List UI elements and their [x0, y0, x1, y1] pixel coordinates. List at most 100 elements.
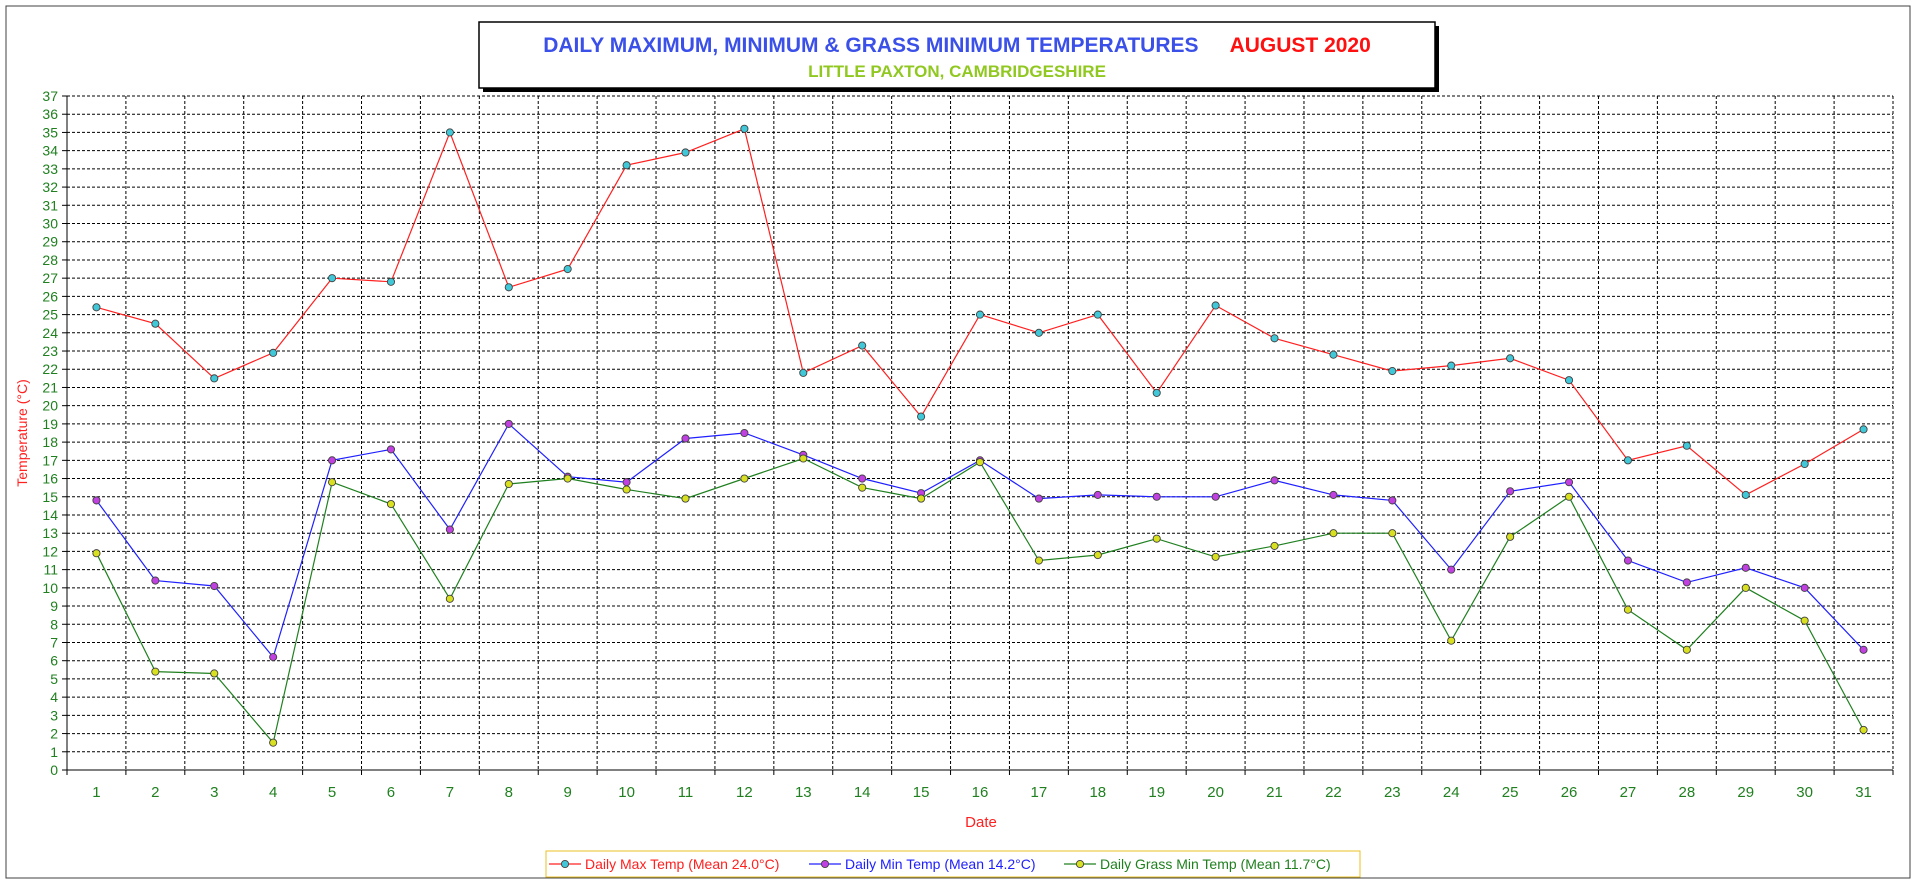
x-tick-label: 9	[564, 784, 572, 801]
y-tick-label: 27	[42, 270, 58, 286]
data-point	[1741, 583, 1750, 592]
data-point	[1564, 492, 1574, 501]
data-point	[975, 458, 985, 467]
y-tick-label: 0	[50, 762, 58, 778]
y-tick-label: 36	[42, 106, 58, 122]
data-point	[1211, 552, 1220, 561]
data-point	[504, 419, 513, 428]
data-point	[1388, 529, 1397, 538]
x-tick-label: 21	[1266, 784, 1283, 801]
data-point	[1093, 310, 1102, 319]
x-tick-label: 4	[269, 784, 277, 801]
data-point	[563, 474, 572, 483]
x-tick-label: 23	[1384, 784, 1401, 801]
x-tick-label: 27	[1620, 784, 1637, 801]
data-point	[917, 494, 926, 503]
data-point	[1564, 478, 1574, 487]
y-tick-label: 17	[42, 452, 58, 468]
data-point	[1800, 583, 1809, 592]
x-tick-label: 14	[854, 784, 871, 801]
data-point	[504, 283, 513, 292]
data-point	[1329, 529, 1338, 538]
data-point	[1270, 334, 1279, 343]
x-tick-label: 18	[1089, 784, 1106, 801]
chart-title-main: DAILY MAXIMUM, MINIMUM & GRASS MINIMUM T…	[543, 34, 1198, 57]
data-point	[1682, 645, 1691, 654]
y-tick-label: 24	[42, 325, 58, 341]
x-tick-label: 2	[151, 784, 159, 801]
y-tick-label: 16	[42, 471, 58, 487]
chart-title: DAILY MAXIMUM, MINIMUM & GRASS MINIMUM T…	[543, 34, 1371, 57]
data-point	[1447, 636, 1456, 645]
title-box	[478, 21, 1436, 89]
data-point	[328, 456, 337, 465]
x-tick-label: 16	[972, 784, 989, 801]
plot-area: 0123456789101112131415161718192021222324…	[42, 88, 1894, 801]
x-tick-label: 20	[1207, 784, 1224, 801]
y-tick-label: 23	[42, 343, 58, 359]
data-point	[740, 428, 749, 438]
y-tick-label: 2	[50, 726, 58, 742]
data-point	[1506, 532, 1515, 541]
data-point	[1506, 354, 1515, 363]
y-tick-label: 15	[42, 489, 58, 505]
y-tick-label: 20	[42, 398, 58, 414]
data-point	[1270, 476, 1279, 485]
data-point	[1034, 494, 1043, 503]
data-point	[1506, 487, 1515, 496]
x-tick-label: 13	[795, 784, 812, 801]
data-point	[445, 594, 454, 603]
data-point	[1682, 578, 1691, 587]
data-point	[1859, 645, 1868, 654]
data-point	[975, 310, 985, 319]
legend-box	[545, 850, 1361, 878]
y-tick-label: 25	[42, 307, 58, 323]
data-point	[1329, 490, 1338, 499]
y-tick-label: 19	[42, 416, 58, 432]
data-point	[1211, 301, 1220, 310]
x-tick-label: 29	[1737, 784, 1754, 801]
x-tick-label: 6	[387, 784, 395, 801]
y-tick-label: 7	[50, 634, 58, 650]
data-point	[681, 434, 690, 443]
x-axis-title: Date	[965, 814, 997, 831]
data-point	[1564, 376, 1574, 385]
data-point	[386, 277, 396, 286]
data-point	[92, 303, 101, 312]
x-tick-label: 19	[1148, 784, 1165, 801]
data-point	[269, 653, 278, 662]
y-tick-label: 13	[42, 525, 58, 541]
data-point	[328, 274, 337, 283]
data-point	[681, 148, 690, 157]
y-tick-label: 3	[50, 707, 58, 723]
y-tick-label: 14	[42, 507, 58, 523]
y-tick-label: 29	[42, 234, 58, 250]
data-point	[1152, 492, 1161, 501]
x-tick-label: 3	[210, 784, 218, 801]
data-point	[1623, 605, 1632, 614]
data-point	[210, 669, 219, 678]
data-point	[210, 581, 219, 591]
y-axis-title: Temperature (°C)	[14, 379, 30, 487]
data-point	[1152, 388, 1161, 397]
data-point	[328, 478, 337, 487]
data-point	[1682, 441, 1691, 450]
data-point	[1623, 456, 1632, 465]
x-tick-label: 12	[736, 784, 753, 801]
x-tick-label: 8	[505, 784, 513, 801]
x-tick-label: 28	[1678, 784, 1695, 801]
legend-marker-1	[560, 859, 570, 869]
data-point	[1859, 425, 1868, 434]
x-tick-label: 22	[1325, 784, 1342, 801]
data-point	[740, 124, 749, 133]
data-point	[858, 483, 867, 492]
y-tick-label: 37	[42, 88, 58, 104]
data-point	[1800, 459, 1809, 469]
data-point	[858, 474, 867, 483]
data-point	[269, 348, 278, 357]
data-point	[504, 479, 513, 489]
data-point	[1388, 496, 1397, 505]
data-point	[1329, 350, 1338, 359]
data-point	[1270, 541, 1279, 550]
y-tick-label: 28	[42, 252, 58, 268]
